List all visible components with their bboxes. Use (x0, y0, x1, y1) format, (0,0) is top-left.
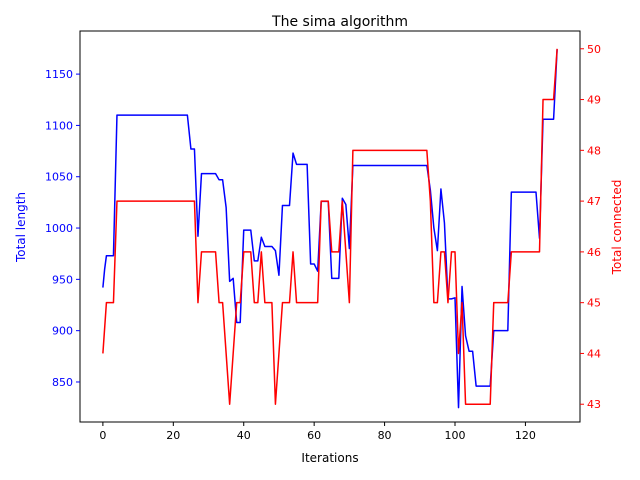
x-tick-label: 120 (515, 429, 536, 442)
plot-lines (102, 48, 558, 409)
right-y-tick-label: 44 (587, 347, 601, 360)
left-y-axis-title: Total length (14, 192, 28, 263)
x-tick-label: 80 (378, 429, 392, 442)
right-y-tick-label: 49 (587, 94, 601, 107)
plot-frame (79, 30, 581, 423)
right-y-tick-label: 43 (587, 398, 601, 411)
left-y-tick-label: 900 (52, 325, 73, 338)
x-axis-ticks: 0 20 40 60 80 100 120 (99, 422, 536, 442)
x-tick-label: 100 (445, 429, 466, 442)
left-y-tick-label: 1050 (45, 171, 73, 184)
left-y-tick-label: 1100 (45, 119, 73, 132)
right-y-tick-label: 50 (587, 43, 601, 56)
left-y-tick-label: 1150 (45, 68, 73, 81)
chart-title: The sima algorithm (271, 14, 408, 30)
total-connected-line (102, 48, 558, 405)
left-y-tick-label: 950 (52, 273, 73, 286)
x-tick-label: 60 (307, 429, 321, 442)
right-y-tick-label: 47 (587, 195, 601, 208)
left-y-tick-label: 850 (52, 376, 73, 389)
right-y-axis-ticks: 43 44 45 46 47 48 49 50 (580, 43, 601, 411)
x-tick-label: 0 (99, 429, 106, 442)
x-tick-label: 20 (166, 429, 180, 442)
total-length-line (102, 49, 558, 409)
right-y-tick-label: 46 (587, 246, 601, 259)
right-y-tick-label: 45 (587, 297, 601, 310)
left-y-tick-label: 1000 (45, 222, 73, 235)
left-y-axis-ticks: 850 900 950 1000 1050 1100 1150 (45, 68, 80, 389)
x-tick-label: 40 (237, 429, 251, 442)
x-axis-title: Iterations (301, 451, 358, 465)
right-y-axis-title: Total connected (610, 180, 624, 276)
right-y-tick-label: 48 (587, 144, 601, 157)
